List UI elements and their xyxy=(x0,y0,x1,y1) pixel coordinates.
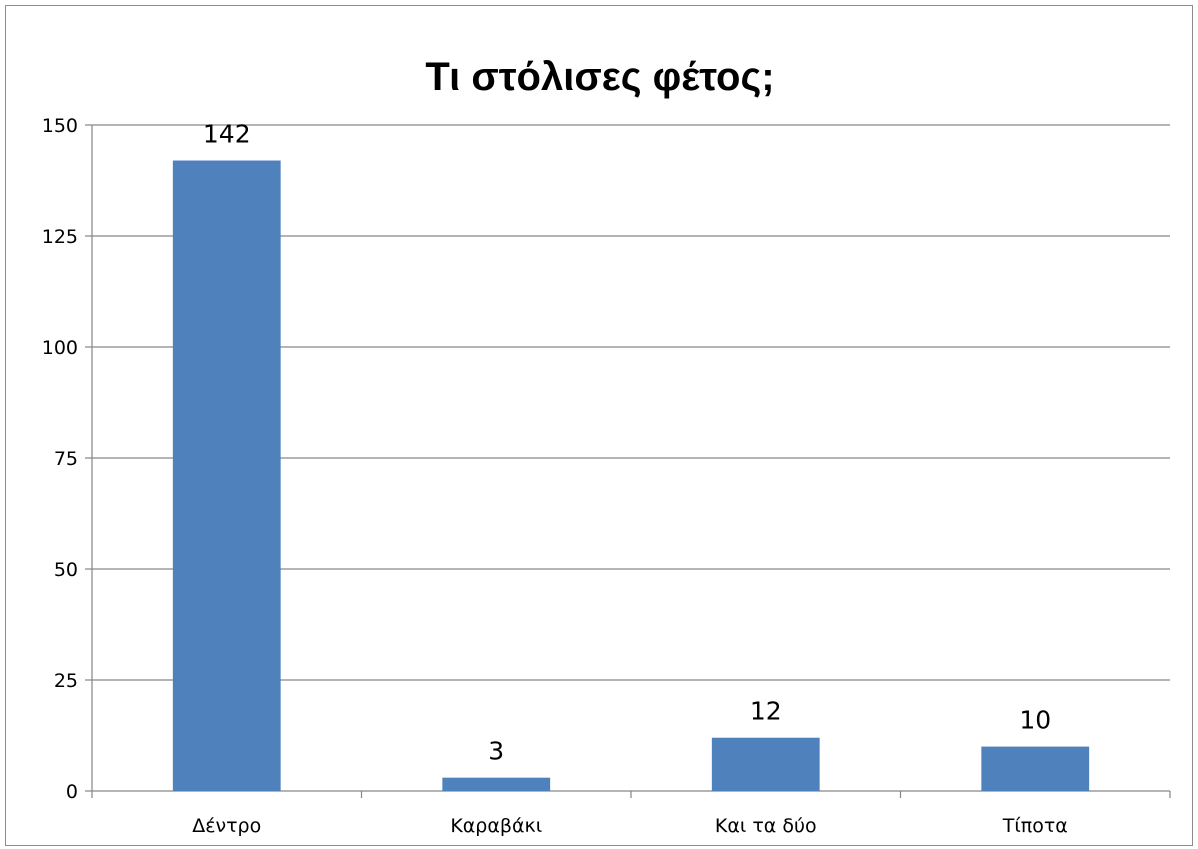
bar-chart: Τι στόλισες φέτος; 0 25 50 75 100 125 150 142 Δέ… xyxy=(42,55,1171,837)
bar xyxy=(442,777,551,791)
y-tick-label: 75 xyxy=(54,448,78,470)
data-label: 142 xyxy=(203,120,251,149)
category-label: Και τα δύο xyxy=(715,815,817,837)
y-tick-label: 125 xyxy=(42,226,78,248)
category-label: Τίποτα xyxy=(1002,815,1068,837)
chart-title: Τι στόλισες φέτος; xyxy=(425,55,774,99)
labels: 0 25 50 75 100 125 150 142 Δέντρο 3 Καραβάκι 12 Και … xyxy=(42,115,1068,837)
data-label: 12 xyxy=(750,697,782,726)
data-label: 10 xyxy=(1019,706,1051,735)
category-label: Καραβάκι xyxy=(450,815,542,837)
bar xyxy=(711,737,820,791)
bar xyxy=(981,746,1090,791)
category-label: Δέντρο xyxy=(192,815,261,837)
bars xyxy=(172,160,1090,791)
y-tick-label: 100 xyxy=(42,337,78,359)
bar xyxy=(172,160,281,791)
data-label: 3 xyxy=(488,737,504,766)
y-tick-label: 50 xyxy=(54,559,78,581)
chart-frame: Τι στόλισες φέτος; 0 25 50 75 100 125 150 142 Δέ… xyxy=(5,5,1193,846)
y-tick-label: 0 xyxy=(66,781,78,803)
y-tick-label: 150 xyxy=(42,115,78,137)
y-tick-label: 25 xyxy=(54,670,78,692)
